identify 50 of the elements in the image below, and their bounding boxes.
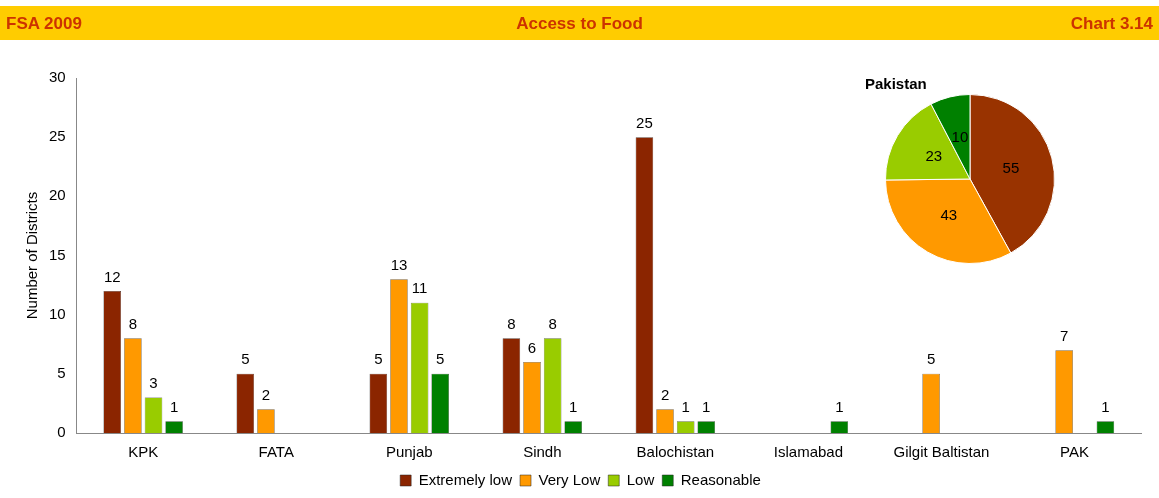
data-label: 1 xyxy=(1101,397,1110,415)
data-label: 11 xyxy=(411,279,428,297)
x-tick-label: Islamabad xyxy=(773,443,844,461)
data-label: 7 xyxy=(1060,326,1069,344)
text: FSA 2009 xyxy=(6,14,82,34)
x-tick-label: Sindh xyxy=(523,443,562,461)
legend-label: Reasonable xyxy=(680,470,761,488)
y-tick-label: 5 xyxy=(57,363,66,381)
data-label: 13 xyxy=(390,255,408,273)
caption: Chart 3.14 xyxy=(1070,14,1153,34)
data-label: 8 xyxy=(548,314,557,332)
data-label: 8 xyxy=(507,314,516,332)
data-label: 8 xyxy=(128,314,138,332)
x-tick-label: Punjab xyxy=(385,443,433,461)
data-label: 2 xyxy=(660,385,670,403)
data-label: 1 xyxy=(702,397,711,415)
x-tick-label: KPK xyxy=(128,443,159,461)
y-tick-label: 10 xyxy=(49,304,66,322)
data-label: 5 xyxy=(436,350,445,368)
data-label: 1 xyxy=(835,397,844,415)
y-axis-title: Number of Districts xyxy=(23,191,41,320)
x-tick-label: Balochistan xyxy=(636,443,715,461)
x-tick-label: Gilgit Baltistan xyxy=(893,443,990,461)
data-label: 23 xyxy=(925,147,943,165)
y-tick-label: 15 xyxy=(49,245,66,263)
y-tick-label: 0 xyxy=(57,423,66,441)
x-tick-label: PAK xyxy=(1060,443,1089,461)
x-tick-label: FATA xyxy=(258,443,294,461)
legend-label: Low xyxy=(626,470,655,488)
data-label: 1 xyxy=(169,397,179,415)
y-tick-label: 25 xyxy=(49,127,66,145)
data-label: 10 xyxy=(951,128,969,146)
data-label: 5 xyxy=(926,350,936,368)
legend-label: Very Low xyxy=(538,470,601,488)
data-label: 1 xyxy=(681,397,690,415)
data-label: 6 xyxy=(527,338,537,356)
legend-label: Extremely low xyxy=(418,470,513,488)
chart-title: Access to Food xyxy=(516,14,643,33)
data-label: 5 xyxy=(374,350,383,368)
data-label: 2 xyxy=(261,385,271,403)
y-tick-label: 30 xyxy=(49,68,66,86)
chart-title: Pakistan xyxy=(865,75,927,93)
data-label: 25 xyxy=(636,113,653,131)
data-label: 55 xyxy=(1002,158,1020,176)
data-label: 12 xyxy=(103,267,121,285)
y-tick-label: 20 xyxy=(49,186,66,204)
data-label: 1 xyxy=(569,397,578,415)
data-label: 3 xyxy=(149,374,158,392)
data-label: 5 xyxy=(241,350,250,368)
data-label: 43 xyxy=(940,205,958,223)
